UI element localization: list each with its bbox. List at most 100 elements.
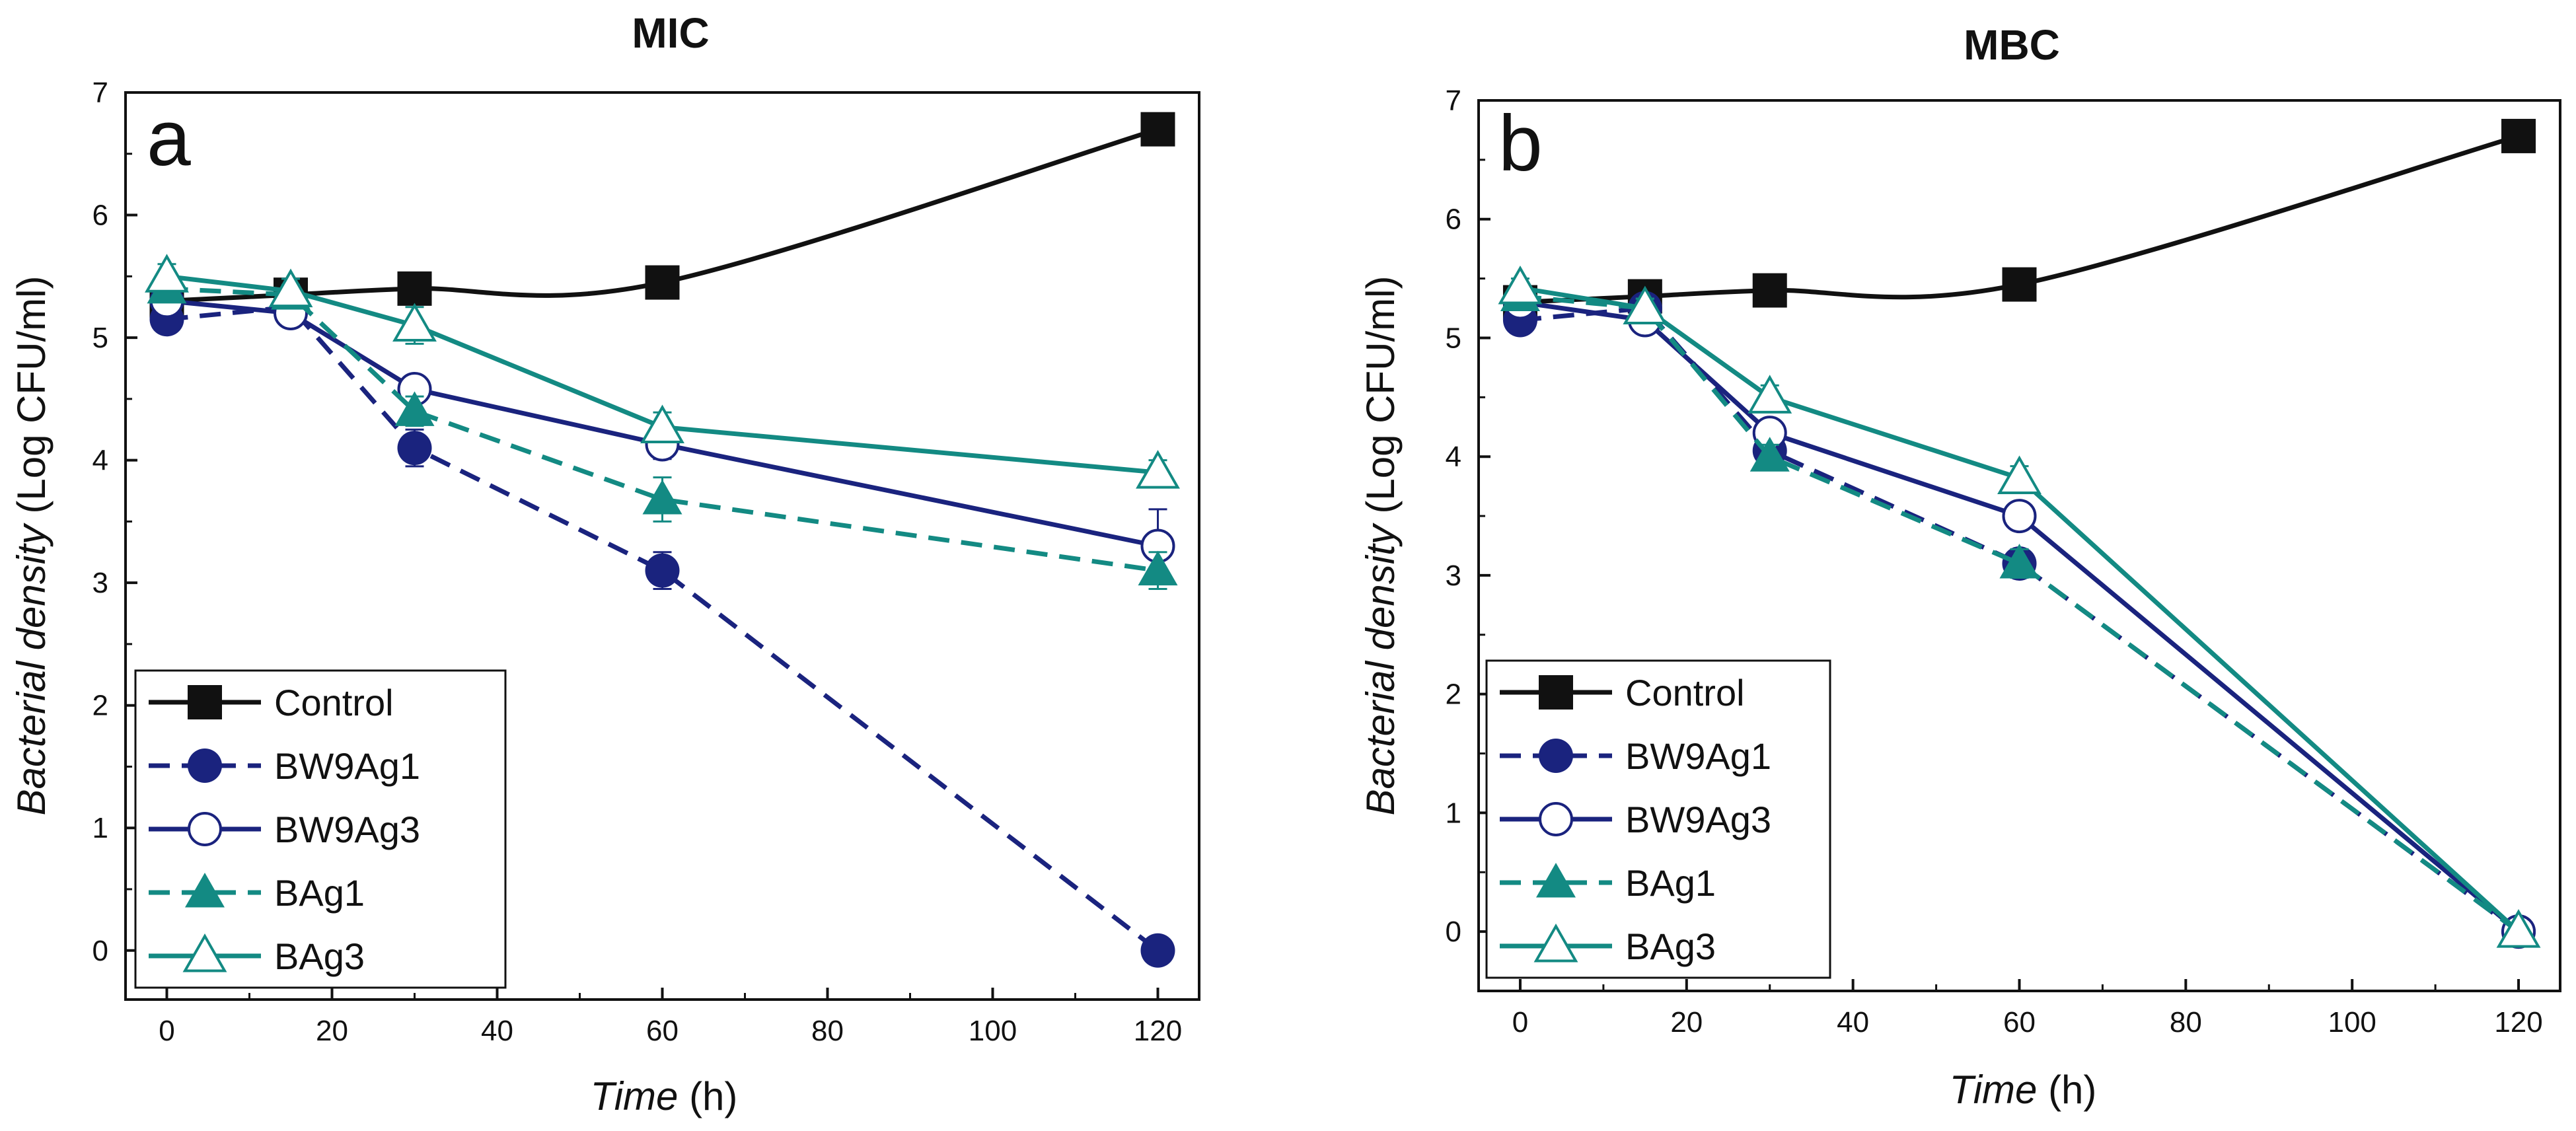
- y-tick-label-mbc-3: 3: [1446, 560, 1461, 592]
- panel-mbc: MBC b Time (h) Bacterial density (Log CF…: [1358, 21, 2561, 1112]
- point-mbc-bag3-30: [1748, 375, 1792, 414]
- legend-label-mbc-control: Control: [1625, 672, 1745, 713]
- panel-label-a: a: [147, 94, 191, 182]
- legend-marker-mic-bw9ag3: [188, 812, 222, 846]
- y-tick-label-mbc-7: 7: [1446, 85, 1461, 117]
- legend-marker-mbc-control: [1539, 675, 1573, 710]
- point-mic-bw9ag1-120: [1140, 933, 1175, 968]
- y-tick-label-mic-3: 3: [92, 567, 108, 599]
- x-axis-label-mic: Time (h): [591, 1074, 738, 1118]
- point-mic-bag3-0: [145, 254, 189, 293]
- series-mbc-bag3: [1498, 265, 2541, 948]
- legend-marker-mbc-bw9ag1: [1539, 739, 1573, 773]
- legend-marker-mbc-bag3: [1533, 923, 1578, 963]
- y-axis-label-mbc-unit: (Log CFU/ml): [1358, 276, 1403, 525]
- x-axis-label-mbc: Time (h): [1950, 1068, 2097, 1112]
- x-tick-label-mbc-120: 120: [2494, 1006, 2542, 1039]
- point-mic-bw9ag1-30: [397, 431, 432, 466]
- point-mbc-bag3-120: [2496, 909, 2541, 948]
- legend-marker-mic-bag1: [185, 873, 225, 908]
- legend-mic: Control BW9Ag1 BW9Ag3 BAg1 BAg3: [134, 669, 507, 989]
- y-tick-label-mic-7: 7: [92, 77, 108, 109]
- x-tick-label-mic-0: 0: [159, 1015, 174, 1047]
- y-tick-label-mic-6: 6: [92, 200, 108, 232]
- point-mic-bw9ag1-60: [645, 553, 680, 588]
- y-axis-label-mic: Bacterial density (Log CFU/ml): [9, 276, 54, 816]
- point-mic-bag3-15: [268, 268, 313, 308]
- x-tick-label-mic-100: 100: [969, 1015, 1017, 1047]
- y-tick-label-mic-4: 4: [92, 445, 108, 477]
- series-mic-control: [149, 112, 1175, 318]
- x-tick-label-mic-20: 20: [316, 1015, 348, 1047]
- y-tick-label-mbc-0: 0: [1446, 916, 1461, 948]
- point-mic-control-30: [397, 271, 432, 306]
- legend-label-mbc-bw9ag3: BW9Ag3: [1625, 799, 1771, 840]
- legend-marker-mic-bw9ag1: [188, 748, 222, 783]
- point-mbc-bw9ag3-60: [2002, 499, 2037, 534]
- x-tick-label-mic-120: 120: [1134, 1015, 1182, 1047]
- x-tick-label-mbc-100: 100: [2328, 1006, 2376, 1039]
- y-axis-label-mbc-italic: Bacterial density: [1358, 522, 1403, 815]
- x-axis-label-mic-unit: (h): [678, 1074, 737, 1118]
- chart-title-mbc: MBC: [1964, 21, 2060, 69]
- point-mic-bag3-60: [640, 404, 684, 444]
- y-tick-label-mic-0: 0: [92, 935, 108, 967]
- series-mbc-control: [1502, 118, 2536, 320]
- point-mbc-control-120: [2501, 118, 2536, 153]
- point-mic-bag3-120: [1136, 450, 1180, 489]
- y-axis-label-mic-italic: Bacterial density: [9, 522, 54, 815]
- x-axis-label-mbc-italic: Time: [1950, 1068, 2038, 1112]
- point-mbc-control-60: [2002, 267, 2037, 302]
- panel-mic: MIC a Time (h) Bacterial density (Log CF…: [9, 9, 1200, 1118]
- x-axis-label-mbc-unit: (h): [2037, 1068, 2096, 1112]
- series-line-mic-bag1: [166, 286, 1158, 573]
- legend-marker-mic-bag3: [182, 933, 227, 972]
- point-mbc-bag3-60: [1997, 455, 2042, 495]
- legend-marker-mic-control: [188, 685, 222, 719]
- x-tick-label-mic-80: 80: [811, 1015, 844, 1047]
- point-mbc-bag1-30: [1749, 437, 1790, 472]
- legend-label-mic-bw9ag1: BW9Ag1: [274, 745, 420, 787]
- x-tick-label-mic-40: 40: [481, 1015, 513, 1047]
- point-mbc-bag3-15: [1623, 285, 1668, 325]
- y-tick-label-mic-1: 1: [92, 812, 108, 844]
- y-tick-label-mbc-4: 4: [1446, 441, 1461, 473]
- legend-label-mic-bw9ag3: BW9Ag3: [274, 809, 420, 850]
- legend-marker-mbc-bag1: [1536, 863, 1576, 898]
- legend-label-mic-bag1: BAg1: [274, 872, 365, 914]
- legend-marker-mbc-bw9ag3: [1539, 802, 1573, 836]
- point-mic-bag1-60: [642, 479, 682, 515]
- chart-title-mic: MIC: [632, 9, 709, 57]
- legend-label-mbc-bw9ag1: BW9Ag1: [1625, 735, 1771, 777]
- legend-label-mbc-bag3: BAg3: [1625, 926, 1716, 967]
- legend-label-mic-control: Control: [274, 682, 394, 723]
- panel-label-b: b: [1498, 99, 1543, 188]
- x-tick-label-mbc-20: 20: [1670, 1006, 1703, 1039]
- y-axis-label-mic-unit: (Log CFU/ml): [9, 276, 54, 525]
- point-mic-control-60: [645, 265, 680, 300]
- y-tick-label-mbc-1: 1: [1446, 797, 1461, 829]
- y-tick-label-mic-5: 5: [92, 322, 108, 354]
- x-tick-label-mbc-80: 80: [2170, 1006, 2202, 1039]
- series-line-mbc-bag1: [1520, 294, 2521, 933]
- x-axis-label-mic-italic: Time: [591, 1074, 679, 1118]
- legend-label-mbc-bag1: BAg1: [1625, 862, 1716, 904]
- series-mic-bag3: [145, 254, 1180, 489]
- y-axis-label-mbc: Bacterial density (Log CFU/ml): [1358, 276, 1403, 816]
- x-tick-label-mbc-40: 40: [1837, 1006, 1869, 1039]
- y-tick-label-mbc-2: 2: [1446, 678, 1461, 711]
- point-mbc-control-30: [1752, 273, 1787, 308]
- point-mic-bag1-120: [1138, 550, 1178, 586]
- x-tick-label-mbc-0: 0: [1512, 1006, 1528, 1039]
- x-tick-label-mic-60: 60: [646, 1015, 679, 1047]
- point-mic-bag1-30: [394, 391, 435, 426]
- legend-label-mic-bag3: BAg3: [274, 935, 365, 977]
- point-mbc-bag1-60: [1999, 543, 2040, 579]
- point-mbc-bag3-0: [1498, 265, 1543, 305]
- y-tick-label-mbc-5: 5: [1446, 322, 1461, 354]
- point-mic-bag3-30: [392, 303, 437, 342]
- y-tick-label-mbc-6: 6: [1446, 203, 1461, 236]
- x-tick-label-mbc-60: 60: [2003, 1006, 2036, 1039]
- point-mic-control-120: [1140, 112, 1175, 147]
